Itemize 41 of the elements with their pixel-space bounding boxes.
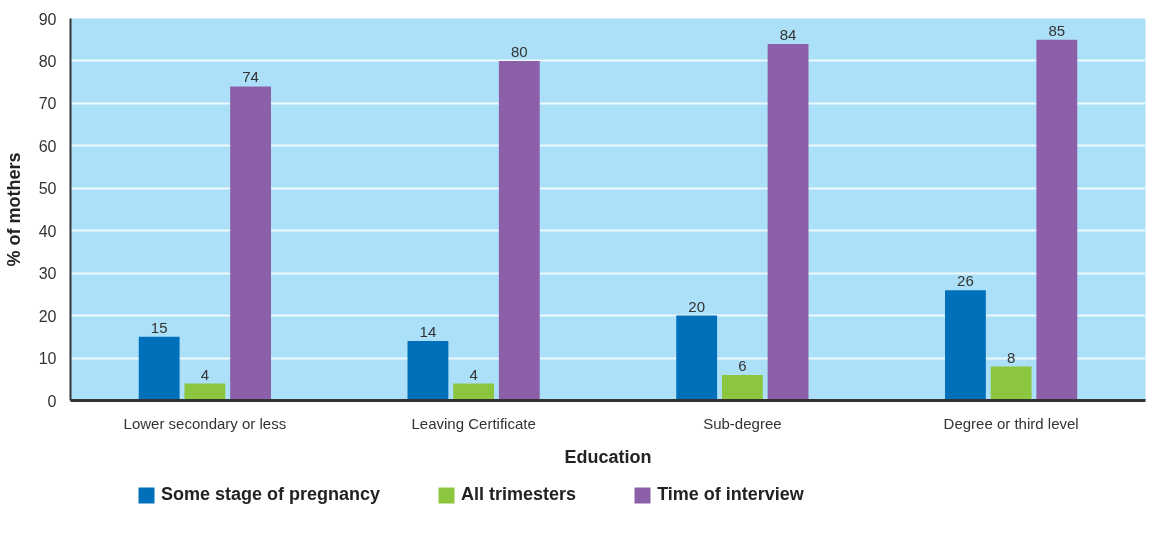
- legend-label: All trimesters: [461, 484, 577, 505]
- y-tick-label: 50: [38, 180, 57, 198]
- y-axis-title: % of mothers: [3, 152, 24, 267]
- data-label: 15: [150, 318, 168, 336]
- y-tick-label: 10: [38, 350, 57, 368]
- legend-label: Some stage of pregnancy: [161, 484, 381, 505]
- data-label: 4: [200, 365, 210, 383]
- bar: [767, 43, 809, 401]
- data-label: 20: [688, 297, 706, 315]
- bar: [230, 86, 271, 401]
- data-label: 6: [738, 357, 747, 375]
- bar: [1036, 39, 1078, 401]
- y-tick-label: 80: [38, 52, 57, 70]
- data-label: 84: [779, 25, 797, 43]
- x-tick-label: Sub-degree: [703, 414, 782, 432]
- bar: [676, 315, 718, 401]
- y-tick-label: 70: [38, 95, 57, 113]
- legend-label: Time of interview: [657, 484, 804, 505]
- data-label: 4: [469, 365, 478, 383]
- data-label: 14: [419, 323, 437, 341]
- y-tick-label: 60: [38, 137, 57, 155]
- bar: [990, 366, 1032, 401]
- data-label: 80: [510, 42, 528, 60]
- bar: [407, 341, 449, 401]
- x-tick-label: Degree or third level: [943, 414, 1079, 432]
- bar: [721, 375, 763, 401]
- data-label: 85: [1048, 21, 1066, 39]
- y-tick-label: 0: [47, 392, 57, 410]
- bar: [498, 60, 540, 401]
- x-tick-label: Lower secondary or less: [123, 414, 287, 432]
- y-tick-label: 20: [38, 307, 57, 325]
- x-tick-label: Leaving Certificate: [411, 414, 536, 432]
- bar: [138, 336, 180, 401]
- data-label: 74: [242, 68, 259, 86]
- bar: [945, 290, 986, 401]
- y-tick-label: 90: [38, 10, 57, 28]
- x-axis-title: Education: [564, 446, 652, 467]
- data-label: 26: [957, 272, 974, 290]
- data-label: 8: [1006, 348, 1016, 366]
- y-tick-label: 30: [38, 265, 57, 283]
- y-tick-label: 40: [38, 222, 57, 240]
